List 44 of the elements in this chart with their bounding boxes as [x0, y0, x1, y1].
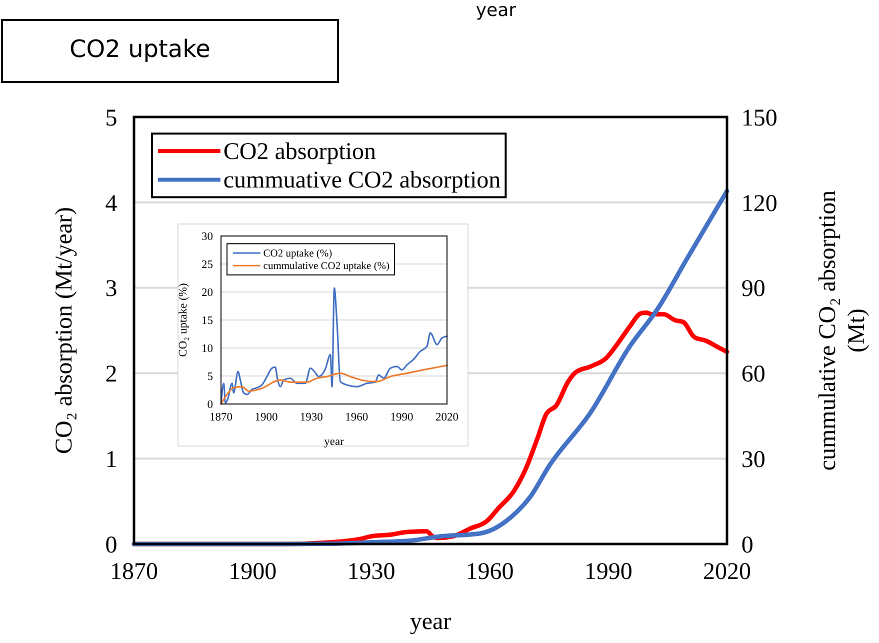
- y2-tick-label: 90: [741, 276, 766, 302]
- x-tick-label: 1930: [300, 412, 324, 424]
- x-tick-label: 1870: [210, 412, 233, 424]
- legend-label: cummuative CO2 absorption: [223, 168, 501, 194]
- x-tick-label: 1900: [254, 412, 278, 424]
- x-axis-title: year: [410, 609, 452, 636]
- y-tick-label: 25: [201, 259, 214, 272]
- x-tick-label: 2020: [703, 558, 751, 585]
- y2-tick-label: 0: [741, 532, 754, 558]
- y2-axis-title: cummulative CO₂ absorption (Mt): [815, 190, 870, 471]
- y2-tick-label: 60: [741, 362, 766, 388]
- y-tick-label: 10: [201, 343, 214, 356]
- y2-tick-label: 120: [741, 190, 778, 217]
- text: year: [476, 0, 517, 21]
- y-tick-label: 0: [105, 532, 118, 558]
- y-tick-label: 1: [105, 447, 118, 473]
- y2-tick-label: 150: [741, 105, 778, 132]
- line-series: [220, 287, 448, 405]
- x-tick-label: 1960: [466, 558, 514, 585]
- y-tick-label: 4: [105, 190, 118, 217]
- y2-tick-label: 30: [741, 447, 766, 473]
- x-tick-label: 2020: [436, 412, 459, 424]
- x-tick-label: 1930: [347, 558, 396, 585]
- y-tick-label: 3: [105, 276, 118, 302]
- x-tick-label: 1960: [345, 412, 368, 424]
- line-series: [220, 364, 448, 405]
- x-tick-label: 1990: [584, 558, 632, 585]
- x-tick-label: 1870: [110, 558, 158, 585]
- y-tick-label: 0: [207, 399, 214, 412]
- y-tick-label: 30: [201, 231, 214, 244]
- y-tick-label: 20: [201, 287, 214, 300]
- y-tick-label: 2: [105, 362, 118, 388]
- y-tick-label: 5: [105, 105, 118, 132]
- y-axis-title: CO₂ absorption (Mt/year): [52, 207, 78, 454]
- x-axis-title: year: [324, 436, 344, 448]
- y-axis-title: CO₂ uptake (%): [178, 283, 190, 357]
- x-tick-label: 1900: [228, 558, 277, 585]
- x-tick-label: 1990: [390, 412, 414, 424]
- legend-label: CO2 absorption: [223, 138, 376, 165]
- y-tick-label: 5: [207, 371, 214, 384]
- y-tick-label: 15: [201, 315, 214, 328]
- chart-title: CO2 uptake: [70, 35, 210, 63]
- legend-label: cummulative CO2 uptake (%): [263, 261, 390, 272]
- legend-label: CO2 uptake (%): [263, 248, 333, 260]
